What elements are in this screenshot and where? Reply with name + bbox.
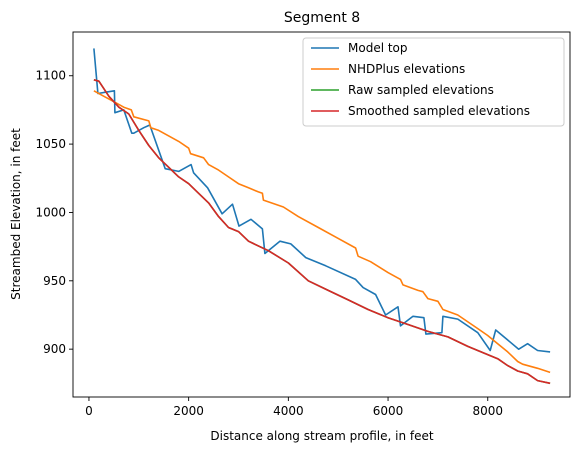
plot-frame [72,31,571,398]
axes-ticks: 0 2000 4000 6000 8000 900 950 1000 1050 1100 [35,69,503,418]
legend-label-nhdplus-elevations: NHDPlus elevations [348,62,465,76]
x-tick-label: 4000 [273,404,304,418]
y-tick-label: 1100 [35,69,66,83]
legend-label-raw-sampled-elevations: Raw sampled elevations [348,83,494,97]
x-axis-label: Distance along stream profile, in feet [210,429,433,443]
y-tick-label: 1000 [35,205,66,219]
series-line-nhdplus-elevations [93,90,551,374]
series-line-model-top [93,48,551,353]
legend-label-model-top: Model top [348,41,408,55]
x-tick-label: 6000 [373,404,404,418]
y-tick-label: 950 [43,274,66,288]
legend-box [302,37,565,127]
legend: Model top NHDPlus elevations Raw sampled e… [302,37,565,127]
legend-label-smoothed-sampled-elevations: Smoothed sampled elevations [348,104,530,118]
y-tick-label: 1050 [35,137,66,151]
y-tick-label: 900 [43,342,66,356]
series-lines [93,48,551,385]
x-tick-label: 8000 [472,404,503,418]
chart-title: Segment 8 [284,10,360,26]
y-axis-label: Streambed Elevation, in feet [9,128,23,300]
x-tick-label: 0 [85,404,93,418]
series-line-smoothed-sampled-elevations [93,79,551,385]
x-tick-label: 2000 [173,404,204,418]
